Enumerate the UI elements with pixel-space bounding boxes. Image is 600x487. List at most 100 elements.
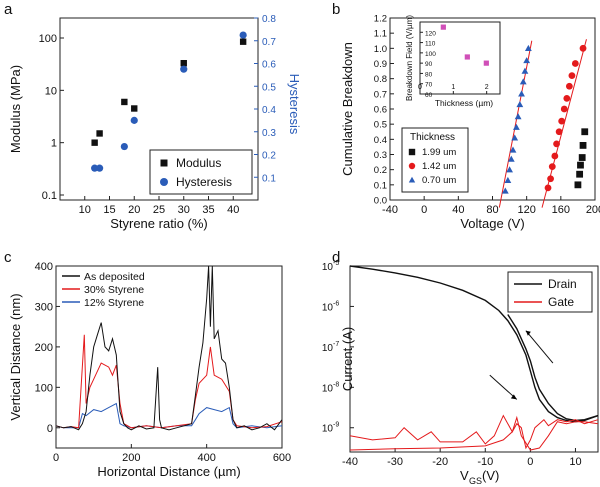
panel-b-ytick-label: 0.3 (374, 150, 387, 161)
panel-a-ytick-right-label: 0.5 (262, 82, 276, 93)
panel-b-ytick-label: 1.2 (374, 14, 387, 25)
panel-b-point-square (577, 161, 584, 169)
panel-b-xtick-label: 160 (552, 204, 570, 216)
panel-c-xlabel: Horizontal Distance (µm) (97, 464, 240, 479)
panel-a-modulus-point (239, 38, 247, 45)
panel-b-point-triangle (507, 155, 515, 162)
panel-b-ytick-label: 0.5 (374, 120, 387, 131)
panel-a-legend-modulus-marker (160, 159, 168, 167)
panel-b-inset-ylabel: Breakdown Field (V/µm) (405, 15, 414, 101)
panel-c-line-1 (55, 334, 283, 429)
panel-c-ytick-label: 100 (35, 382, 53, 394)
panel-b-point-triangle (524, 44, 532, 52)
panel-d-ytick-exp: -7 (333, 341, 339, 348)
panel-d-xtick-label: -10 (477, 456, 493, 468)
panel-d-frame (349, 265, 599, 453)
panel-d-xtick-label: 10 (569, 456, 581, 468)
panel-d-legend-box (507, 271, 593, 313)
panel-c-xtick-label: 200 (122, 452, 140, 464)
panel-d-line-3 (349, 415, 599, 451)
panel-c-ytick-label: 300 (35, 301, 53, 313)
panel-b-point-circle (558, 117, 566, 125)
panel-b-fit-line (498, 40, 533, 208)
panel-b-ytick-label: 0.2 (374, 165, 387, 176)
panel-a-legend-hysteresis-marker (160, 178, 168, 186)
panel-a-hysteresis-point (120, 142, 128, 151)
panel-d-ytick-label: 10 (322, 262, 334, 273)
panel-a-hysteresis-point (96, 164, 104, 172)
panel-a-ylabel-left: Modulus (MPa) (8, 65, 23, 153)
panel-d-label: d (332, 249, 340, 266)
panel-d-arrow-head-down (510, 394, 517, 400)
panel-b-point-circle (548, 163, 556, 171)
panel-c-xtick-label: 400 (197, 452, 215, 464)
panel-a-ytick-right-label: 0.7 (262, 37, 276, 48)
panel-b-inset-frame (419, 21, 501, 95)
panel-b-point-triangle (506, 166, 513, 173)
panel-a-hysteresis-point (130, 116, 138, 124)
panel-b-point-triangle (521, 67, 529, 74)
panel-b-ytick-label: 0.9 (374, 59, 387, 70)
panel-d-xtick-label: 0 (527, 456, 533, 468)
panel-a-ytick-left-label: 10 (45, 85, 57, 97)
panel-b-ytick-label: 0.1 (374, 180, 387, 191)
panel-a-ytick-right-label: 0.4 (262, 105, 276, 116)
panel-b-point-triangle (509, 146, 517, 153)
panel-b-ytick-label: 1.0 (374, 44, 387, 55)
panel-b-point-circle (551, 152, 559, 160)
panel-a-xtick-label: 10 (79, 204, 91, 216)
panel-d-arrow-sweep-up (525, 330, 554, 364)
panel-b-inset-ytick-label: 100 (425, 51, 436, 58)
panel-b-point-triangle (511, 134, 519, 141)
panel-b-point-square (576, 170, 584, 178)
panel-d-xtick-label: -20 (432, 456, 448, 468)
panel-b-xtick-label: 80 (486, 204, 498, 216)
panel-a-xtick-label: 20 (128, 204, 140, 216)
panel-a-xlabel: Styrene ratio (%) (110, 216, 208, 231)
panel-b-legend-marker (408, 176, 416, 183)
panel-c-legend-entry: 12% Styrene (84, 297, 144, 309)
panel-c-label: c (4, 249, 12, 266)
panel-b-point-triangle (516, 101, 524, 108)
panel-b-inset-ytick-label: 120 (425, 30, 436, 37)
panel-b-legend-marker (408, 162, 416, 170)
panel-a-legend-hysteresis: Hysteresis (176, 175, 232, 189)
panel-b-point-square (574, 181, 582, 189)
panel-b-ytick-label: 0.4 (374, 135, 387, 146)
panel-b-point-circle (563, 94, 571, 102)
panel-b-point-circle (560, 105, 568, 113)
panel-a-legend-modulus: Modulus (176, 156, 221, 170)
panel-c-legend-entry: 30% Styrene (84, 284, 144, 296)
panel-b-inset-ytick-label: 60 (425, 92, 433, 99)
panel-d-legend-drain: Drain (548, 277, 577, 291)
panel-d-line-1 (507, 314, 599, 422)
panel-a-hysteresis-point (91, 164, 99, 172)
panel-d-arrow-sweep-down (489, 374, 518, 400)
panel-a-ytick-left-label: 100 (39, 33, 57, 45)
panel-d-ytick-exp: -9 (333, 422, 339, 429)
panel-a-ytick-right-label: 0.6 (262, 60, 276, 71)
panel-d-line-0 (349, 265, 599, 423)
panel-a-ytick-left-label: 1 (51, 138, 57, 150)
panel-b-inset-ytick-label: 90 (425, 61, 433, 68)
panel-a-xtick-label: 30 (178, 204, 190, 216)
panel-a-ytick-right-label: 0.8 (262, 14, 276, 25)
panel-b-ylabel: Cumulative Breakdown (340, 42, 355, 176)
panel-b-point-circle (571, 60, 579, 67)
panel-c-ytick-label: 0 (47, 423, 53, 435)
panel-d-xlabel-sub: GS (469, 476, 482, 486)
panel-b-point-circle (568, 72, 576, 80)
panel-c-xtick-label: 0 (53, 452, 59, 464)
panel-b-inset-ytick-label: 110 (425, 41, 436, 48)
panel-b-inset-ytick-label: 80 (425, 71, 433, 78)
panel-b-legend-entry: 0.70 um (422, 175, 456, 186)
panel-b-point-triangle (501, 187, 509, 194)
panel-d-arrow-head-up (525, 330, 531, 336)
panel-a-hysteresis-point (239, 31, 247, 39)
panel-b-point-triangle (523, 57, 531, 64)
panel-b-point-square (578, 154, 586, 161)
panel-b-inset-ytick-label: 70 (425, 82, 433, 89)
panel-b-ytick-label: 0.7 (374, 89, 387, 100)
panel-d-ytick-label: 10 (322, 302, 334, 313)
panel-a-legend-box (149, 149, 253, 195)
